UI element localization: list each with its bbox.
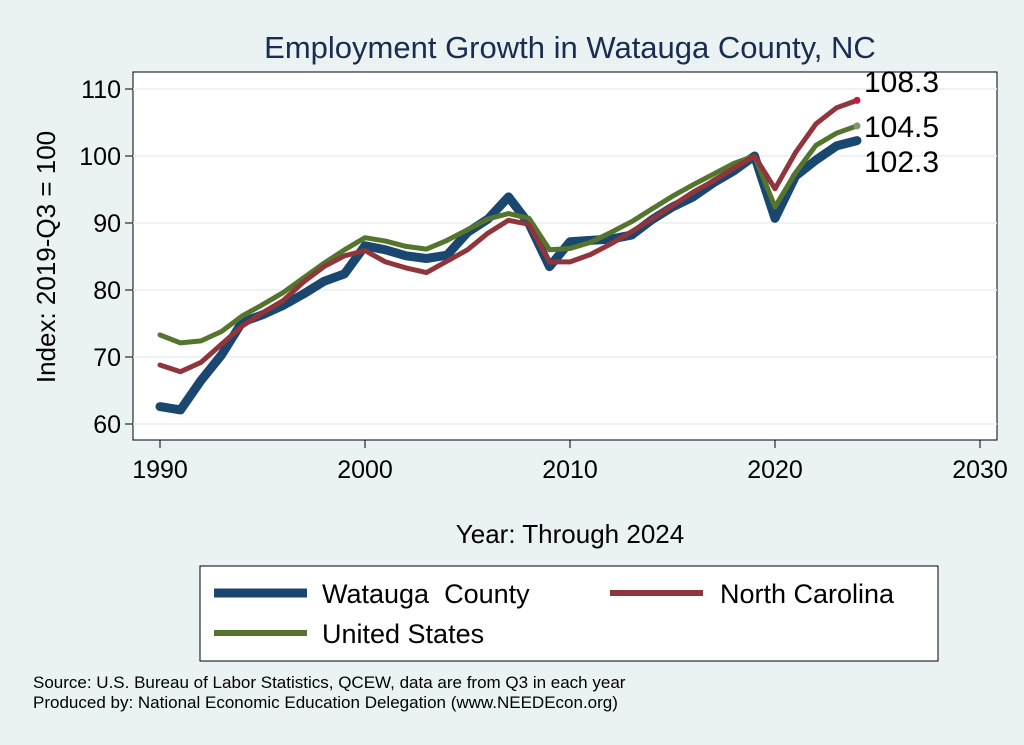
legend-box	[199, 565, 939, 662]
y-tick-label: 90	[93, 210, 121, 238]
x-axis-label: Year: Through 2024	[456, 519, 684, 549]
x-tick-label: 2020	[747, 456, 803, 484]
end-label: 104.5	[864, 111, 939, 144]
legend-label-watauga: Watauga County	[322, 579, 530, 609]
end-label: 102.3	[864, 146, 939, 179]
axes: 60 70 80 90 100 110 1990 2000 2010 2020 2030	[79, 76, 1008, 484]
y-tick-label: 110	[81, 76, 121, 104]
legend: Watauga County North Carolina United Sta…	[199, 565, 939, 662]
series-end-marker-united-states	[853, 122, 861, 130]
source-line: Source: U.S. Bureau of Labor Statistics,…	[33, 673, 626, 692]
gridlines	[133, 88, 997, 425]
x-tick-label: 2000	[337, 456, 393, 484]
plot-area	[132, 71, 998, 441]
x-tick-label: 2030	[952, 456, 1008, 484]
y-tick-label: 60	[93, 411, 121, 439]
x-tick-label: 2010	[542, 456, 598, 484]
series-line-united-states	[157, 123, 860, 346]
y-tick-label: 100	[79, 143, 121, 171]
y-tick-label: 80	[93, 277, 121, 305]
series-end-marker-north-carolina	[853, 96, 861, 104]
series-end-marker-watauga-county	[853, 137, 861, 145]
y-axis-label: Index: 2019-Q3 = 100	[31, 131, 61, 383]
legend-label-north-carolina: North Carolina	[720, 579, 895, 609]
series-line-north-carolina	[157, 97, 860, 375]
series-lines	[155, 96, 862, 415]
legend-label-united-states: United States	[322, 619, 484, 649]
end-label: 108.3	[864, 66, 939, 99]
x-tick-label: 1990	[132, 456, 188, 484]
y-tick-label: 70	[93, 344, 121, 372]
chart-title: Employment Growth in Watauga County, NC	[264, 30, 876, 65]
produced-by-line: Produced by: National Economic Education…	[33, 693, 618, 712]
